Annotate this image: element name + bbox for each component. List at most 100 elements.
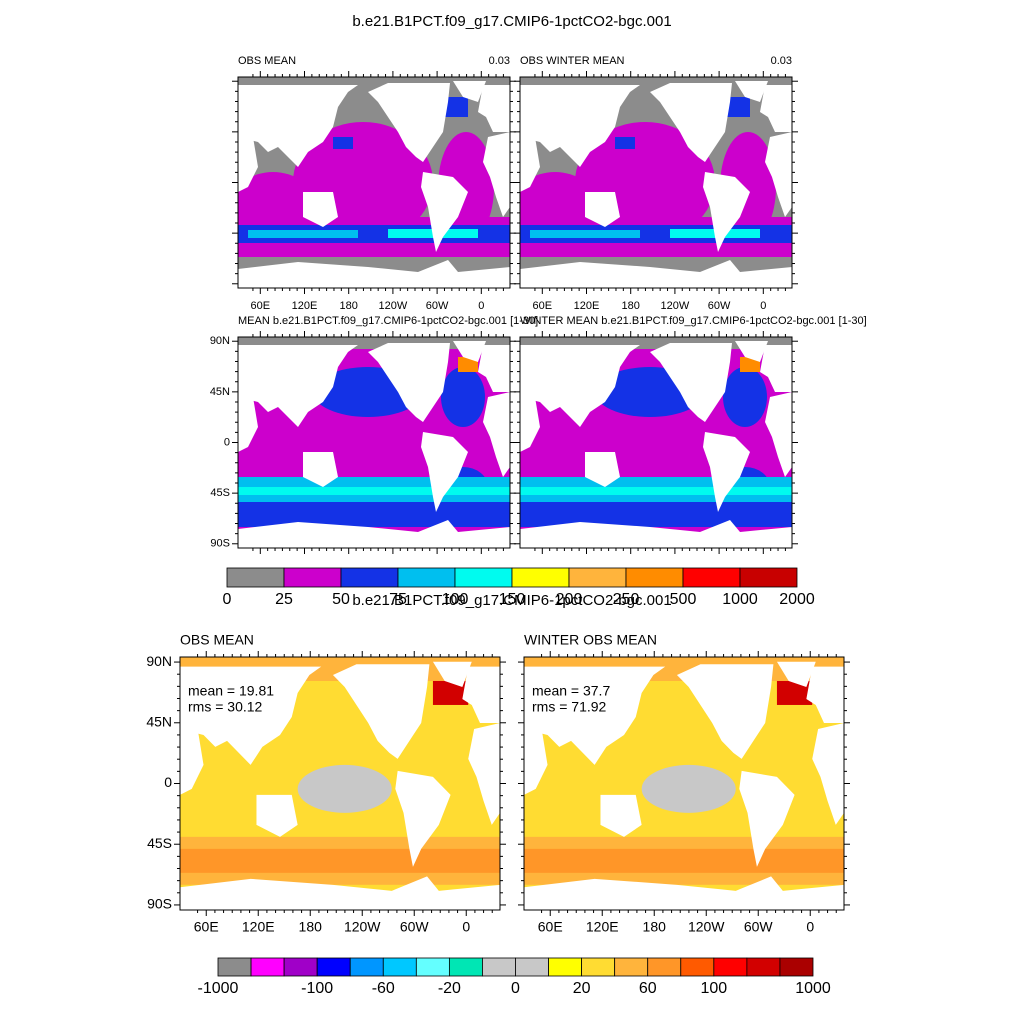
colorbar-label: 100 — [442, 591, 469, 608]
colorbar-box — [283, 957, 318, 977]
panel-label: WINTER MEAN b.e21.B1PCT.f09_g17.CMIP6-1p… — [520, 315, 867, 327]
colorbar-box — [382, 957, 417, 977]
colorbar-box — [739, 567, 798, 588]
colorbar-label: -100 — [301, 980, 333, 997]
map-panel: MEAN b.e21.B1PCT.f09_g17.CMIP6-1pctCO2-b… — [210, 315, 538, 554]
y-tick-label: 45N — [146, 713, 172, 729]
x-tick-label: 120W — [379, 300, 408, 312]
x-tick-label: 60W — [744, 919, 774, 935]
colorbar-label: 20 — [573, 980, 591, 997]
colorbar-label: -60 — [372, 980, 395, 997]
y-tick-label: 45S — [147, 835, 172, 851]
colorbar-label: 150 — [499, 591, 526, 608]
stat-label: mean = 19.81 — [188, 683, 274, 699]
colorbar-box — [511, 567, 570, 588]
colorbar-label: 60 — [639, 980, 657, 997]
x-tick-label: 120E — [586, 919, 619, 935]
map-panel: OBS MEAN 60E 120E 180 120W 60W 0 90N 45N 0 45S 90S m… — [146, 632, 506, 935]
colorbar-box — [349, 957, 384, 977]
map-panel: OBS WINTER MEAN 0.03 60E 120E 180 120W 60W 0 — [514, 55, 798, 312]
y-tick-label: 90S — [147, 896, 172, 912]
map-panel: WINTER OBS MEAN 60E 120E 180 120W 60W 0 mean = … — [518, 632, 850, 935]
colorbar-box — [482, 957, 516, 977]
x-tick-label: 180 — [340, 300, 358, 312]
panel-label: MEAN b.e21.B1PCT.f09_g17.CMIP6-1pctCO2-b… — [238, 315, 538, 327]
x-tick-label: 120E — [242, 919, 275, 935]
colorbar-label: 2000 — [779, 591, 815, 608]
panel-label: WINTER OBS MEAN — [524, 632, 657, 648]
y-tick-label: 0 — [164, 774, 172, 790]
x-tick-label: 60W — [708, 300, 731, 312]
colorbar-box — [250, 957, 285, 977]
y-tick-label: 90N — [210, 335, 230, 347]
map-panel: WINTER MEAN b.e21.B1PCT.f09_g17.CMIP6-1p… — [514, 315, 867, 554]
colorbar-box — [779, 957, 814, 977]
stat-label: rms = 30.12 — [188, 699, 263, 715]
colorbar-label: -1000 — [198, 980, 239, 997]
x-tick-label: 120W — [344, 919, 381, 935]
x-tick-label: 120E — [574, 300, 600, 312]
colorbar-label: 1000 — [722, 591, 758, 608]
x-tick-label: 60E — [533, 300, 553, 312]
y-tick-label: 45N — [210, 386, 230, 398]
colorbar-label: 250 — [613, 591, 640, 608]
colorbar-box — [454, 567, 513, 588]
colorbar-box — [415, 957, 450, 977]
map-panel: OBS MEAN 0.03 60E 120E 180 120W 60W 0 — [232, 55, 516, 312]
colorbar-box — [614, 957, 649, 977]
panel-label: OBS WINTER MEAN — [520, 55, 625, 67]
colorbar-label: 500 — [670, 591, 697, 608]
colorbar-box — [448, 957, 483, 977]
colorbar-box — [397, 567, 456, 588]
x-tick-label: 180 — [643, 919, 667, 935]
colorbar-label: -20 — [438, 980, 461, 997]
colorbar-box — [316, 957, 351, 977]
x-tick-label: 60W — [400, 919, 430, 935]
colorbar-box — [581, 957, 616, 977]
colorbar-box — [283, 567, 342, 588]
colorbar-label: 50 — [332, 591, 350, 608]
x-tick-label: 0 — [462, 919, 470, 935]
figure-subtitle: b.e21.B1PCT.f09_g17.CMIP6-1pctCO2-bgc.00… — [352, 592, 671, 609]
x-tick-label: 0 — [760, 300, 766, 312]
x-tick-label: 120W — [661, 300, 690, 312]
colorbar-label: 25 — [275, 591, 293, 608]
y-tick-label: 90N — [146, 653, 172, 669]
colorbar-box — [568, 567, 627, 588]
x-tick-label: 0 — [806, 919, 814, 935]
stat-label: mean = 37.7 — [532, 683, 610, 699]
colorbar-box — [217, 957, 252, 977]
colorbar-box — [340, 567, 399, 588]
colorbar-label: 1000 — [795, 980, 831, 997]
x-tick-label: 60W — [426, 300, 449, 312]
panel-right-label: 0.03 — [489, 55, 510, 67]
colorbar-box — [680, 957, 715, 977]
colorbar-box — [226, 567, 285, 588]
colorbar-label: 0 — [511, 980, 520, 997]
x-tick-label: 60E — [251, 300, 271, 312]
x-tick-label: 0 — [478, 300, 484, 312]
colorbar-label: 200 — [556, 591, 583, 608]
panel-label: OBS MEAN — [180, 632, 254, 648]
colorbar-box — [713, 957, 748, 977]
y-tick-label: 90S — [210, 538, 230, 550]
colorbar-box — [548, 957, 583, 977]
x-tick-label: 60E — [194, 919, 219, 935]
figure-title: b.e21.B1PCT.f09_g17.CMIP6-1pctCO2-bgc.00… — [352, 13, 671, 30]
colorbar-box — [625, 567, 684, 588]
colorbar-label: 75 — [389, 591, 407, 608]
panel-right-label: 0.03 — [771, 55, 792, 67]
colorbar-box — [515, 957, 549, 977]
x-tick-label: 60E — [538, 919, 563, 935]
x-tick-label: 120W — [688, 919, 725, 935]
colorbar-box — [746, 957, 781, 977]
colorbar-label: 0 — [223, 591, 232, 608]
stat-label: rms = 71.92 — [532, 699, 607, 715]
panel-label: OBS MEAN — [238, 55, 296, 67]
y-tick-label: 45S — [210, 487, 230, 499]
colorbar-label: 100 — [700, 980, 727, 997]
y-tick-label: 0 — [224, 436, 230, 448]
x-tick-label: 180 — [622, 300, 640, 312]
